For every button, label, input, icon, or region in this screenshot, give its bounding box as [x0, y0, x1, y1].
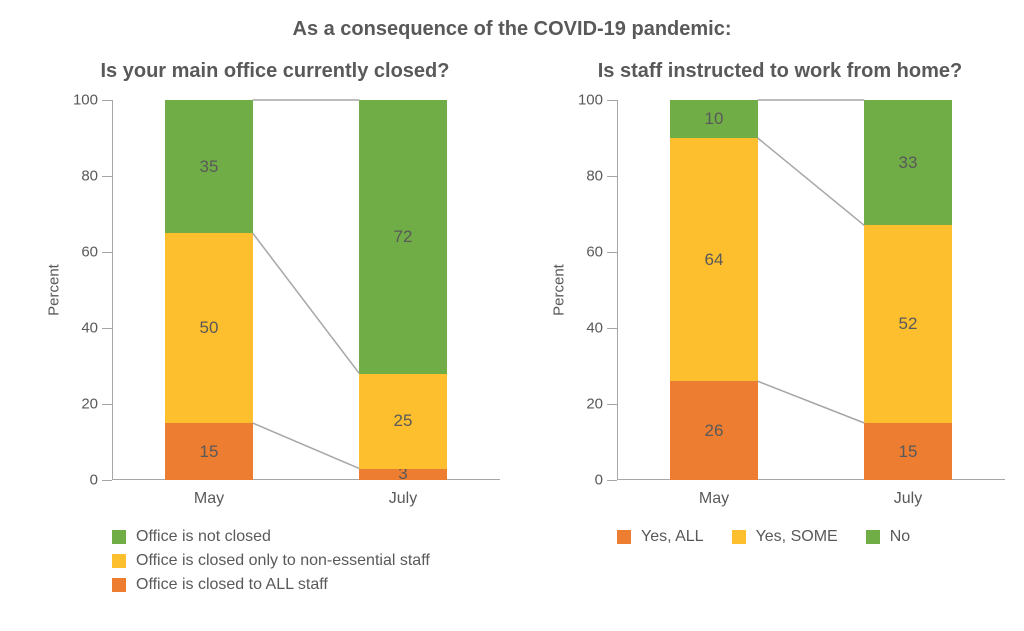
- panel-office-closed: Is your main office currently closed? Pe…: [40, 60, 510, 600]
- x-tick-label: May: [194, 480, 224, 508]
- y-tick-label: 0: [595, 472, 617, 489]
- y-tick-label: 100: [73, 92, 112, 109]
- figure-title: As a consequence of the COVID-19 pandemi…: [0, 18, 1024, 41]
- plot-area: Percent 020406080100May155035July32572: [112, 100, 500, 480]
- y-tick-label: 40: [586, 320, 617, 337]
- panel-wfh: Is staff instructed to work from home? P…: [545, 60, 1015, 546]
- legend: Office is not closed Office is closed onl…: [112, 528, 510, 594]
- legend-label: No: [890, 528, 910, 546]
- connector-lines: [617, 100, 1005, 480]
- y-tick-label: 60: [586, 244, 617, 261]
- legend-swatch: [112, 554, 126, 568]
- legend-label: Office is closed only to non-essential s…: [136, 552, 430, 570]
- legend-swatch: [732, 530, 746, 544]
- covid-survey-figure: As a consequence of the COVID-19 pandemi…: [0, 0, 1024, 631]
- legend-swatch: [112, 530, 126, 544]
- legend-item: Yes, SOME: [732, 528, 838, 546]
- legend-item: No: [866, 528, 910, 546]
- y-tick-label: 80: [81, 168, 112, 185]
- legend-item: Office is not closed: [112, 528, 510, 546]
- plot-area: Percent 020406080100May266410July155233: [617, 100, 1005, 480]
- legend-label: Yes, SOME: [756, 528, 838, 546]
- legend-label: Yes, ALL: [641, 528, 704, 546]
- legend-item: Yes, ALL: [617, 528, 704, 546]
- y-tick-label: 0: [90, 472, 112, 489]
- legend-item: Office is closed to ALL staff: [112, 576, 510, 594]
- y-axis-label: Percent: [551, 264, 568, 316]
- panel-title: Is your main office currently closed?: [40, 60, 510, 90]
- y-tick-label: 20: [586, 396, 617, 413]
- legend-item: Office is closed only to non-essential s…: [112, 552, 510, 570]
- y-tick-label: 60: [81, 244, 112, 261]
- y-axis-label: Percent: [46, 264, 63, 316]
- x-tick-label: July: [894, 480, 922, 508]
- legend-swatch: [866, 530, 880, 544]
- y-tick-label: 80: [586, 168, 617, 185]
- y-tick-label: 20: [81, 396, 112, 413]
- legend-swatch: [617, 530, 631, 544]
- legend: Yes, ALL Yes, SOME No: [617, 528, 1015, 546]
- legend-label: Office is closed to ALL staff: [136, 576, 328, 594]
- connector-lines: [112, 100, 500, 480]
- x-tick-label: May: [699, 480, 729, 508]
- y-tick-label: 100: [578, 92, 617, 109]
- panel-title: Is staff instructed to work from home?: [545, 60, 1015, 90]
- legend-label: Office is not closed: [136, 528, 271, 546]
- y-tick-label: 40: [81, 320, 112, 337]
- legend-swatch: [112, 578, 126, 592]
